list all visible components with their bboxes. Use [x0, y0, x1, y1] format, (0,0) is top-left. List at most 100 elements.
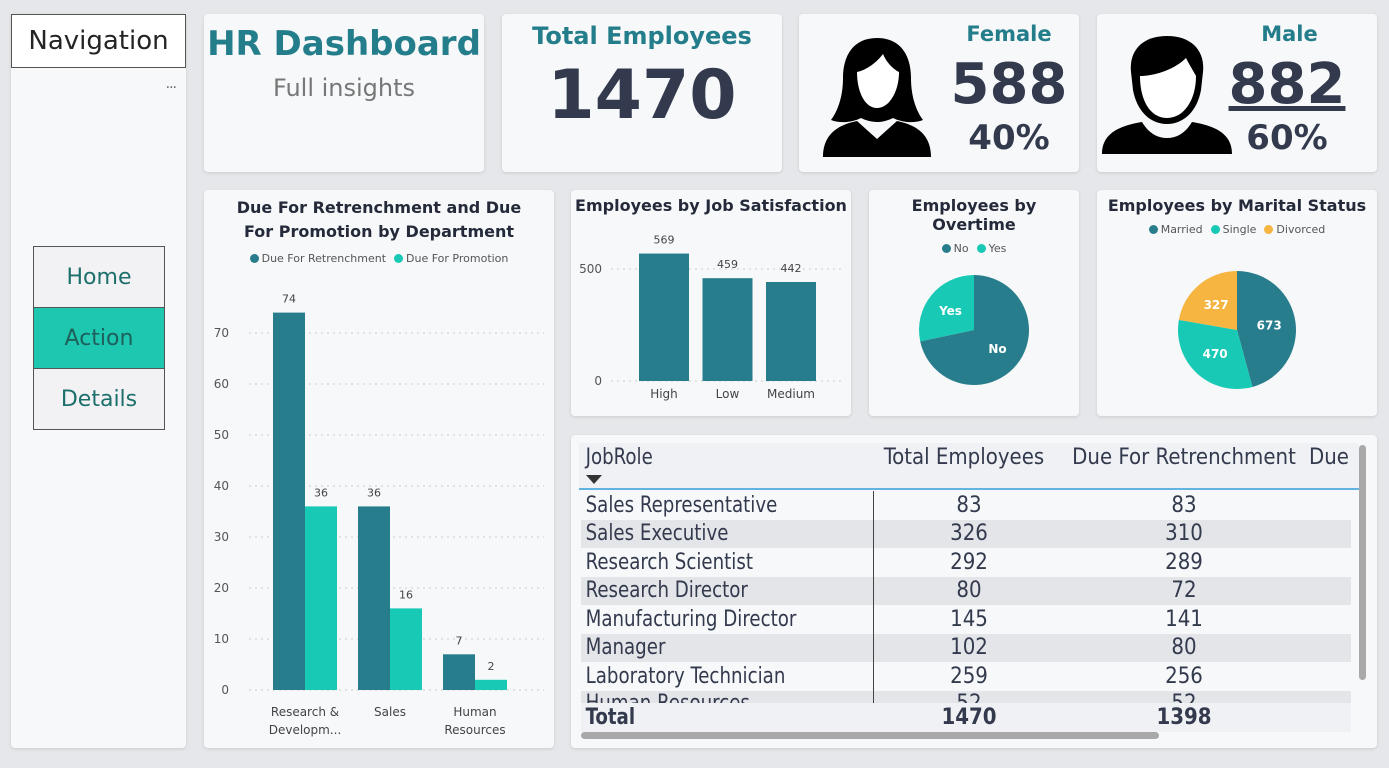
slice-label: 327: [1204, 298, 1229, 312]
female-card: Female 588 40%: [799, 14, 1079, 172]
y-tick-label: 20: [214, 581, 229, 595]
female-label: Female: [966, 22, 1052, 46]
header-due-promotion[interactable]: Due: [1309, 445, 1349, 470]
department-chart-title: Due For Retrenchment and Due For Promoti…: [236, 198, 522, 241]
bar-promotion: [475, 679, 507, 690]
y-tick-label: 70: [214, 326, 229, 340]
table-header: [579, 443, 1359, 490]
marital-card: Employees by Marital Status Married Sing…: [1097, 190, 1377, 416]
cell-total-employees: 259: [950, 663, 988, 689]
x-tick-label: Research &: [271, 705, 339, 719]
vertical-scrollbar[interactable]: [1359, 445, 1366, 680]
nav-details-button[interactable]: Details: [33, 368, 165, 430]
marital-legend: Married Single Divorced: [1097, 223, 1377, 236]
legend-retrenchment: Due For Retrenchment: [249, 252, 386, 265]
table-header-row: JobRole Total Employees Due For Retrench…: [581, 445, 1351, 475]
data-label: 442: [781, 262, 802, 275]
bar: [639, 253, 689, 381]
cell-due-retrenchment: 310: [1165, 521, 1203, 547]
marital-title: Employees by Marital Status: [1107, 196, 1367, 215]
header-due-retrenchment[interactable]: Due For Retrenchment: [1072, 445, 1296, 470]
horizontal-scrollbar[interactable]: [581, 732, 1159, 739]
x-tick-label: Human: [453, 705, 496, 719]
data-label: 74: [282, 293, 296, 306]
department-chart-legend: Due For Retrenchment Due For Promotion: [204, 252, 554, 265]
cell-due-retrenchment: 256: [1165, 663, 1203, 689]
pie-slice-single: [1178, 319, 1253, 389]
cell-total-employees: 292: [950, 549, 988, 575]
cell-jobrole: Sales Representative: [585, 492, 778, 518]
total-employees-label: Total Employees: [532, 22, 752, 50]
male-label: Male: [1261, 22, 1318, 46]
y-tick-label: 40: [214, 479, 229, 493]
data-label: 16: [399, 588, 413, 601]
pie-slice-yes: [919, 275, 974, 342]
table-row[interactable]: Sales Executive 326 310: [581, 519, 1351, 548]
cell-due-retrenchment: 80: [1171, 635, 1197, 661]
marital-pie-chart: 673 470 327: [1178, 271, 1296, 389]
legend-married: Married: [1148, 223, 1203, 236]
pie-slice-divorced: [1178, 271, 1237, 330]
table-row[interactable]: Laboratory Technician 259 256: [581, 662, 1351, 691]
bar-retrenchment: [443, 654, 475, 690]
pie-slice-no: [920, 275, 1029, 385]
bar-retrenchment: [358, 506, 390, 690]
header-total-employees[interactable]: Total Employees: [883, 445, 1045, 470]
y-tick-label: 60: [214, 377, 229, 391]
female-percent: 40%: [968, 118, 1050, 158]
legend-single: Single: [1210, 223, 1256, 236]
x-tick-label: Sales: [374, 705, 406, 719]
y-tick-label: 0: [594, 374, 602, 388]
slice-label: No: [988, 342, 1006, 356]
jobrole-table: JobRole Total Employees Due For Retrench…: [571, 435, 1377, 748]
department-chart-card: Due For Retrenchment and Due For Promoti…: [204, 190, 554, 748]
table-row[interactable]: Research Scientist 292 289: [581, 548, 1351, 577]
job-satisfaction-title: Employees by Job Satisfaction: [575, 196, 847, 215]
nav-home-button[interactable]: Home: [33, 246, 165, 308]
more-options-icon[interactable]: ...: [165, 76, 177, 92]
navigation-title: Navigation: [11, 14, 186, 68]
y-tick-label: 50: [214, 428, 229, 442]
cell-total-employees: 102: [950, 635, 988, 661]
total-employees-sum: 1470: [941, 704, 997, 730]
male-count[interactable]: 882: [1228, 52, 1346, 117]
page-title: HR Dashboard: [207, 24, 481, 64]
column-divider: [873, 491, 874, 731]
table-row[interactable]: Sales Representative 83 83: [581, 491, 1351, 520]
cell-jobrole: Manufacturing Director: [585, 606, 797, 632]
cell-due-retrenchment: 289: [1165, 549, 1203, 575]
cell-total-employees: 145: [950, 606, 988, 632]
page-subtitle: Full insights: [272, 74, 416, 102]
table-total-row: Total 1470 1398: [581, 703, 1351, 732]
cell-total-employees: 80: [956, 578, 982, 604]
cell-jobrole: Research Director: [585, 578, 748, 604]
overtime-legend: No Yes: [869, 242, 1079, 255]
job-satisfaction-bar-chart: 0 500 569 High 459 Low 442 Medium: [579, 234, 841, 401]
slice-label: 673: [1257, 319, 1282, 333]
table-row[interactable]: Manufacturing Director 145 141: [581, 605, 1351, 634]
data-label: 2: [488, 660, 495, 673]
cell-due-retrenchment: 83: [1171, 492, 1197, 518]
sort-descending-icon[interactable]: [586, 475, 602, 484]
cell-jobrole: Laboratory Technician: [585, 663, 786, 689]
table-row[interactable]: Manager 102 80: [581, 633, 1351, 662]
total-employees-card: Total Employees 1470: [502, 14, 782, 172]
legend-yes: Yes: [976, 242, 1006, 255]
x-tick-label: Medium: [767, 387, 815, 401]
female-avatar-icon: [823, 38, 931, 157]
cell-due-retrenchment: 141: [1165, 606, 1203, 632]
slice-label: Yes: [938, 304, 962, 318]
nav-action-button[interactable]: Action: [33, 307, 165, 369]
data-label: 36: [367, 486, 381, 499]
table-row[interactable]: Research Director 80 72: [581, 576, 1351, 605]
y-tick-label: 10: [214, 632, 229, 646]
female-count: 588: [950, 52, 1068, 117]
x-tick-label: High: [650, 387, 678, 401]
data-label: 569: [654, 234, 675, 247]
total-label: Total: [585, 704, 636, 730]
cell-due-retrenchment: 72: [1171, 578, 1197, 604]
navigation-panel: Navigation ... Home Action Details: [11, 14, 186, 748]
total-employees-value: 1470: [547, 56, 737, 135]
cell-jobrole: Sales Executive: [585, 521, 729, 547]
header-jobrole[interactable]: JobRole: [585, 445, 653, 470]
